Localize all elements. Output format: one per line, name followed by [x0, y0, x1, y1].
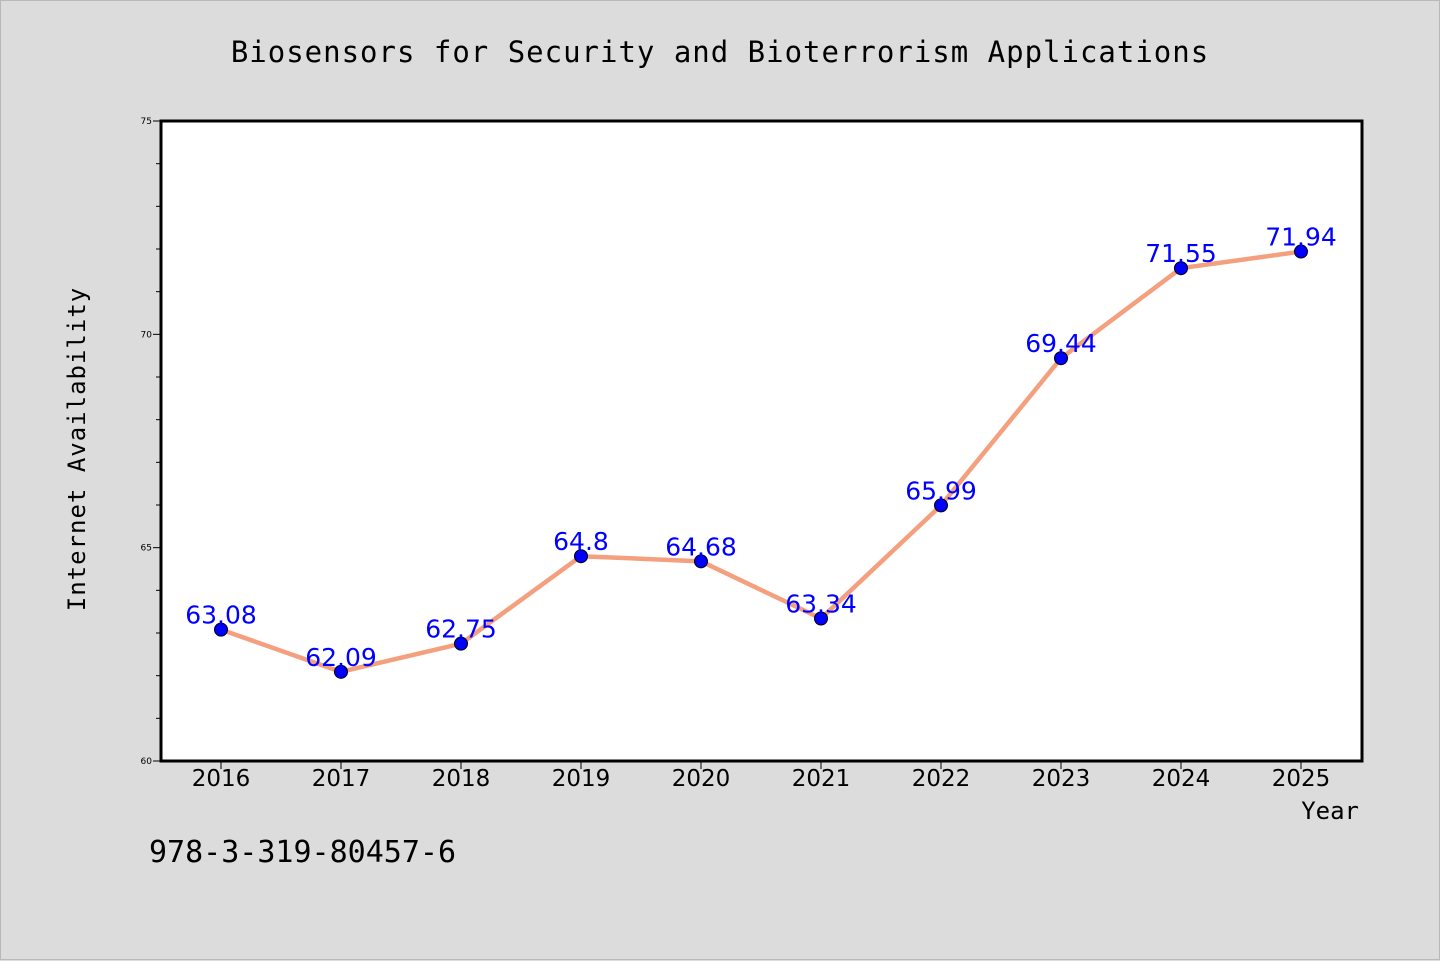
y-tick-label: 70 — [141, 330, 153, 340]
plot-area — [161, 121, 1362, 761]
data-label: 69.44 — [1025, 329, 1097, 358]
data-label: 62.75 — [425, 615, 497, 644]
x-tick-label: 2019 — [552, 766, 611, 792]
series-line — [218, 249, 1304, 675]
y-tick-label: 60 — [141, 757, 153, 767]
x-tick-label: 2018 — [432, 766, 491, 792]
data-label: 65.99 — [905, 476, 977, 505]
data-point — [1174, 261, 1188, 276]
x-axis-label: Year — [1301, 797, 1359, 825]
chart-title: Biosensors for Security and Bioterrorism… — [230, 35, 1210, 69]
data-point — [334, 664, 348, 679]
data-label: 63.08 — [185, 601, 257, 630]
x-tick-label: 2016 — [192, 766, 251, 792]
data-label: 64.8 — [553, 527, 609, 556]
data-point — [574, 549, 588, 564]
data-point — [454, 636, 468, 651]
data-label: 64.68 — [665, 532, 737, 561]
data-label: 62.09 — [305, 643, 377, 672]
data-point — [1054, 351, 1068, 366]
x-tick-label: 2025 — [1272, 766, 1331, 792]
data-point — [934, 498, 948, 513]
x-tick-label: 2023 — [1032, 766, 1091, 792]
data-point — [1294, 244, 1308, 259]
x-tick-label: 2024 — [1152, 766, 1211, 792]
y-axis-label: Internet Availability — [63, 286, 91, 612]
y-tick-label: 65 — [141, 544, 152, 554]
data-label: 71.94 — [1265, 223, 1337, 252]
x-tick-label: 2021 — [792, 766, 851, 792]
data-point — [694, 554, 708, 569]
data-point — [214, 622, 228, 637]
x-tick-label: 2022 — [912, 766, 971, 792]
data-point — [814, 611, 828, 626]
x-tick-label: 2020 — [672, 766, 731, 792]
plot-frame — [159, 119, 1364, 763]
data-label: 71.55 — [1145, 239, 1217, 268]
isbn-text: 978-3-319-80457-6 — [149, 835, 457, 870]
data-label: 63.34 — [785, 589, 857, 618]
x-tick-label: 2017 — [312, 766, 371, 792]
y-tick-label: 75 — [141, 117, 152, 127]
